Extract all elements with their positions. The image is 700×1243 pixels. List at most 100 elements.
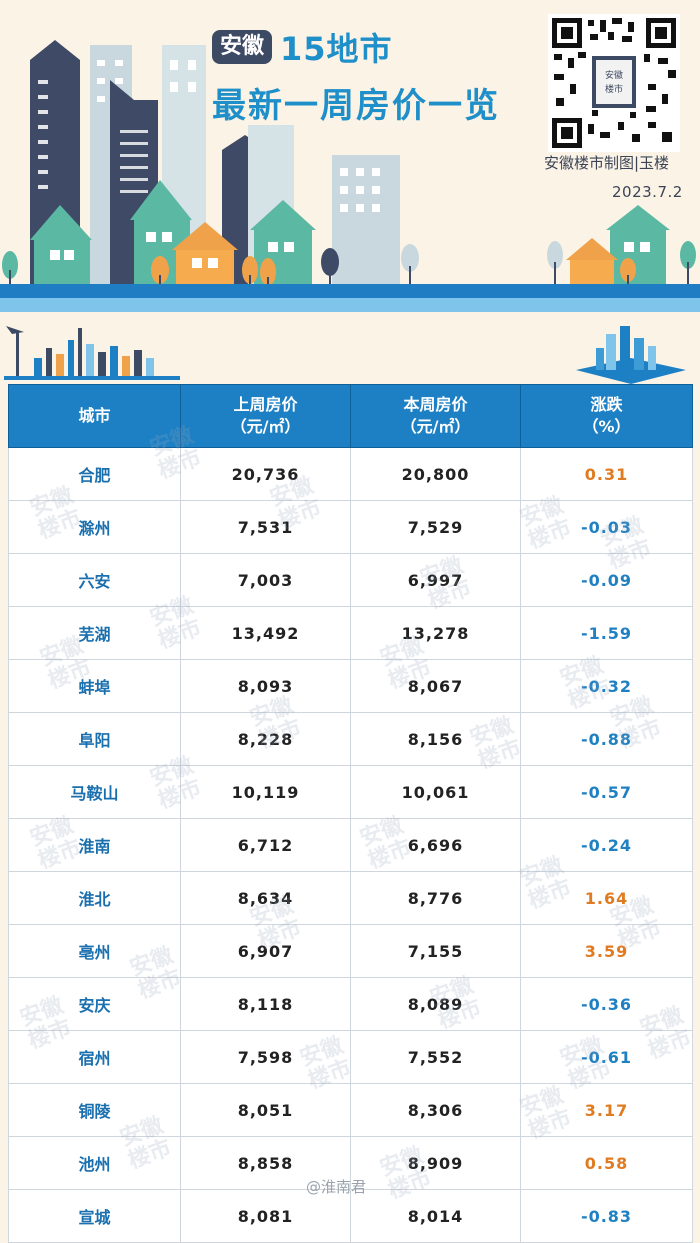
qr-label-line1: 安徽 <box>605 69 623 81</box>
table-row: 淮南 6,712 6,696 -0.24 <box>8 818 693 872</box>
last-week-price-cell: 8,858 <box>180 1136 351 1190</box>
header-band-dark <box>0 284 700 298</box>
last-week-price-cell: 8,081 <box>180 1189 351 1243</box>
change-cell: 1.64 <box>520 871 693 925</box>
change-cell: -0.09 <box>520 553 693 607</box>
title-line2: 最新一周房价一览 <box>212 86 500 126</box>
date-text: 2023.7.2 <box>612 183 683 201</box>
title-line1: 15地市 <box>280 30 393 68</box>
this-week-price-cell: 8,156 <box>350 712 521 766</box>
this-week-price-cell: 10,061 <box>350 765 521 819</box>
price-table-container: 城市 上周房价 （元/㎡） 本周房价 （元/㎡） 涨跌 （%） 合肥 20,736… <box>8 384 693 1243</box>
city-cell: 滁州 <box>8 500 181 554</box>
header-banner: 安徽 15地市 最新一周房价一览 安徽 楼市 <box>0 0 700 312</box>
city-skyline-illustration <box>0 40 700 287</box>
last-week-price-cell: 10,119 <box>180 765 351 819</box>
landmark-skyline-icon <box>4 326 180 380</box>
this-week-price-cell: 6,696 <box>350 818 521 872</box>
table-row: 安庆 8,118 8,089 -0.36 <box>8 977 693 1031</box>
price-table: 城市 上周房价 （元/㎡） 本周房价 （元/㎡） 涨跌 （%） 合肥 20,736… <box>8 384 693 1243</box>
header-last-week: 上周房价 （元/㎡） <box>180 384 351 448</box>
change-cell: -1.59 <box>520 606 693 660</box>
change-cell: 0.58 <box>520 1136 693 1190</box>
this-week-price-cell: 8,067 <box>350 659 521 713</box>
this-week-price-cell: 8,089 <box>350 977 521 1031</box>
city-cell: 池州 <box>8 1136 181 1190</box>
this-week-price-cell: 8,306 <box>350 1083 521 1137</box>
table-row: 阜阳 8,228 8,156 -0.88 <box>8 712 693 766</box>
table-row: 宣城 8,081 8,014 -0.83 <box>8 1189 693 1243</box>
last-week-price-cell: 7,598 <box>180 1030 351 1084</box>
city-cell: 芜湖 <box>8 606 181 660</box>
this-week-price-cell: 7,529 <box>350 500 521 554</box>
change-cell: -0.03 <box>520 500 693 554</box>
this-week-price-cell: 8,909 <box>350 1136 521 1190</box>
title-block: 安徽 15地市 最新一周房价一览 <box>212 22 500 127</box>
table-row: 淮北 8,634 8,776 1.64 <box>8 871 693 925</box>
city-cell: 亳州 <box>8 924 181 978</box>
header-city: 城市 <box>8 384 181 448</box>
change-cell: -0.36 <box>520 977 693 1031</box>
this-week-price-cell: 20,800 <box>350 447 521 501</box>
this-week-price-cell: 7,155 <box>350 924 521 978</box>
table-row: 马鞍山 10,119 10,061 -0.57 <box>8 765 693 819</box>
last-week-price-cell: 8,228 <box>180 712 351 766</box>
last-week-price-cell: 20,736 <box>180 447 351 501</box>
city-cell: 六安 <box>8 553 181 607</box>
city-cell: 宣城 <box>8 1189 181 1243</box>
header-change: 涨跌 （%） <box>520 384 693 448</box>
change-cell: 0.31 <box>520 447 693 501</box>
table-row: 合肥 20,736 20,800 0.31 <box>8 447 693 501</box>
last-week-price-cell: 13,492 <box>180 606 351 660</box>
qr-code: 安徽 楼市 <box>548 14 680 152</box>
table-row: 芜湖 13,492 13,278 -1.59 <box>8 606 693 660</box>
city-cell: 宿州 <box>8 1030 181 1084</box>
last-week-price-cell: 6,907 <box>180 924 351 978</box>
city-cell: 合肥 <box>8 447 181 501</box>
change-cell: -0.57 <box>520 765 693 819</box>
this-week-price-cell: 8,014 <box>350 1189 521 1243</box>
table-row: 滁州 7,531 7,529 -0.03 <box>8 500 693 554</box>
header-this-week: 本周房价 （元/㎡） <box>350 384 521 448</box>
change-cell: 3.17 <box>520 1083 693 1137</box>
last-week-price-cell: 7,531 <box>180 500 351 554</box>
last-week-price-cell: 8,051 <box>180 1083 351 1137</box>
title-badge: 安徽 <box>212 30 273 64</box>
last-week-price-cell: 8,118 <box>180 977 351 1031</box>
last-week-price-cell: 8,634 <box>180 871 351 925</box>
this-week-price-cell: 7,552 <box>350 1030 521 1084</box>
change-cell: -0.83 <box>520 1189 693 1243</box>
table-row: 铜陵 8,051 8,306 3.17 <box>8 1083 693 1137</box>
table-header-row: 城市 上周房价 （元/㎡） 本周房价 （元/㎡） 涨跌 （%） <box>8 384 693 448</box>
credit-text: 安徽楼市制图|玉楼 <box>544 154 670 172</box>
city-cell: 淮北 <box>8 871 181 925</box>
change-cell: -0.61 <box>520 1030 693 1084</box>
table-row: 蚌埠 8,093 8,067 -0.32 <box>8 659 693 713</box>
table-row: 六安 7,003 6,997 -0.09 <box>8 553 693 607</box>
footer-watermark: @淮南君 <box>306 1178 367 1196</box>
city-cell: 马鞍山 <box>8 765 181 819</box>
city-cell: 蚌埠 <box>8 659 181 713</box>
city-cell: 阜阳 <box>8 712 181 766</box>
city-cell: 淮南 <box>8 818 181 872</box>
table-row: 宿州 7,598 7,552 -0.61 <box>8 1030 693 1084</box>
city-cell: 铜陵 <box>8 1083 181 1137</box>
city-block-icon <box>576 326 686 384</box>
qr-code-icon: 安徽 楼市 <box>548 14 680 152</box>
last-week-price-cell: 8,093 <box>180 659 351 713</box>
change-cell: -0.32 <box>520 659 693 713</box>
change-cell: -0.88 <box>520 712 693 766</box>
change-cell: -0.24 <box>520 818 693 872</box>
last-week-price-cell: 6,712 <box>180 818 351 872</box>
table-row: 池州 8,858 8,909 0.58 <box>8 1136 693 1190</box>
qr-label-line2: 楼市 <box>605 83 623 95</box>
this-week-price-cell: 13,278 <box>350 606 521 660</box>
this-week-price-cell: 6,997 <box>350 553 521 607</box>
city-cell: 安庆 <box>8 977 181 1031</box>
header-band-light <box>0 298 700 312</box>
change-cell: 3.59 <box>520 924 693 978</box>
table-row: 亳州 6,907 7,155 3.59 <box>8 924 693 978</box>
this-week-price-cell: 8,776 <box>350 871 521 925</box>
table-body: 合肥 20,736 20,800 0.31 滁州 7,531 7,529 -0.03 六安 7,0… <box>8 447 693 1243</box>
last-week-price-cell: 7,003 <box>180 553 351 607</box>
